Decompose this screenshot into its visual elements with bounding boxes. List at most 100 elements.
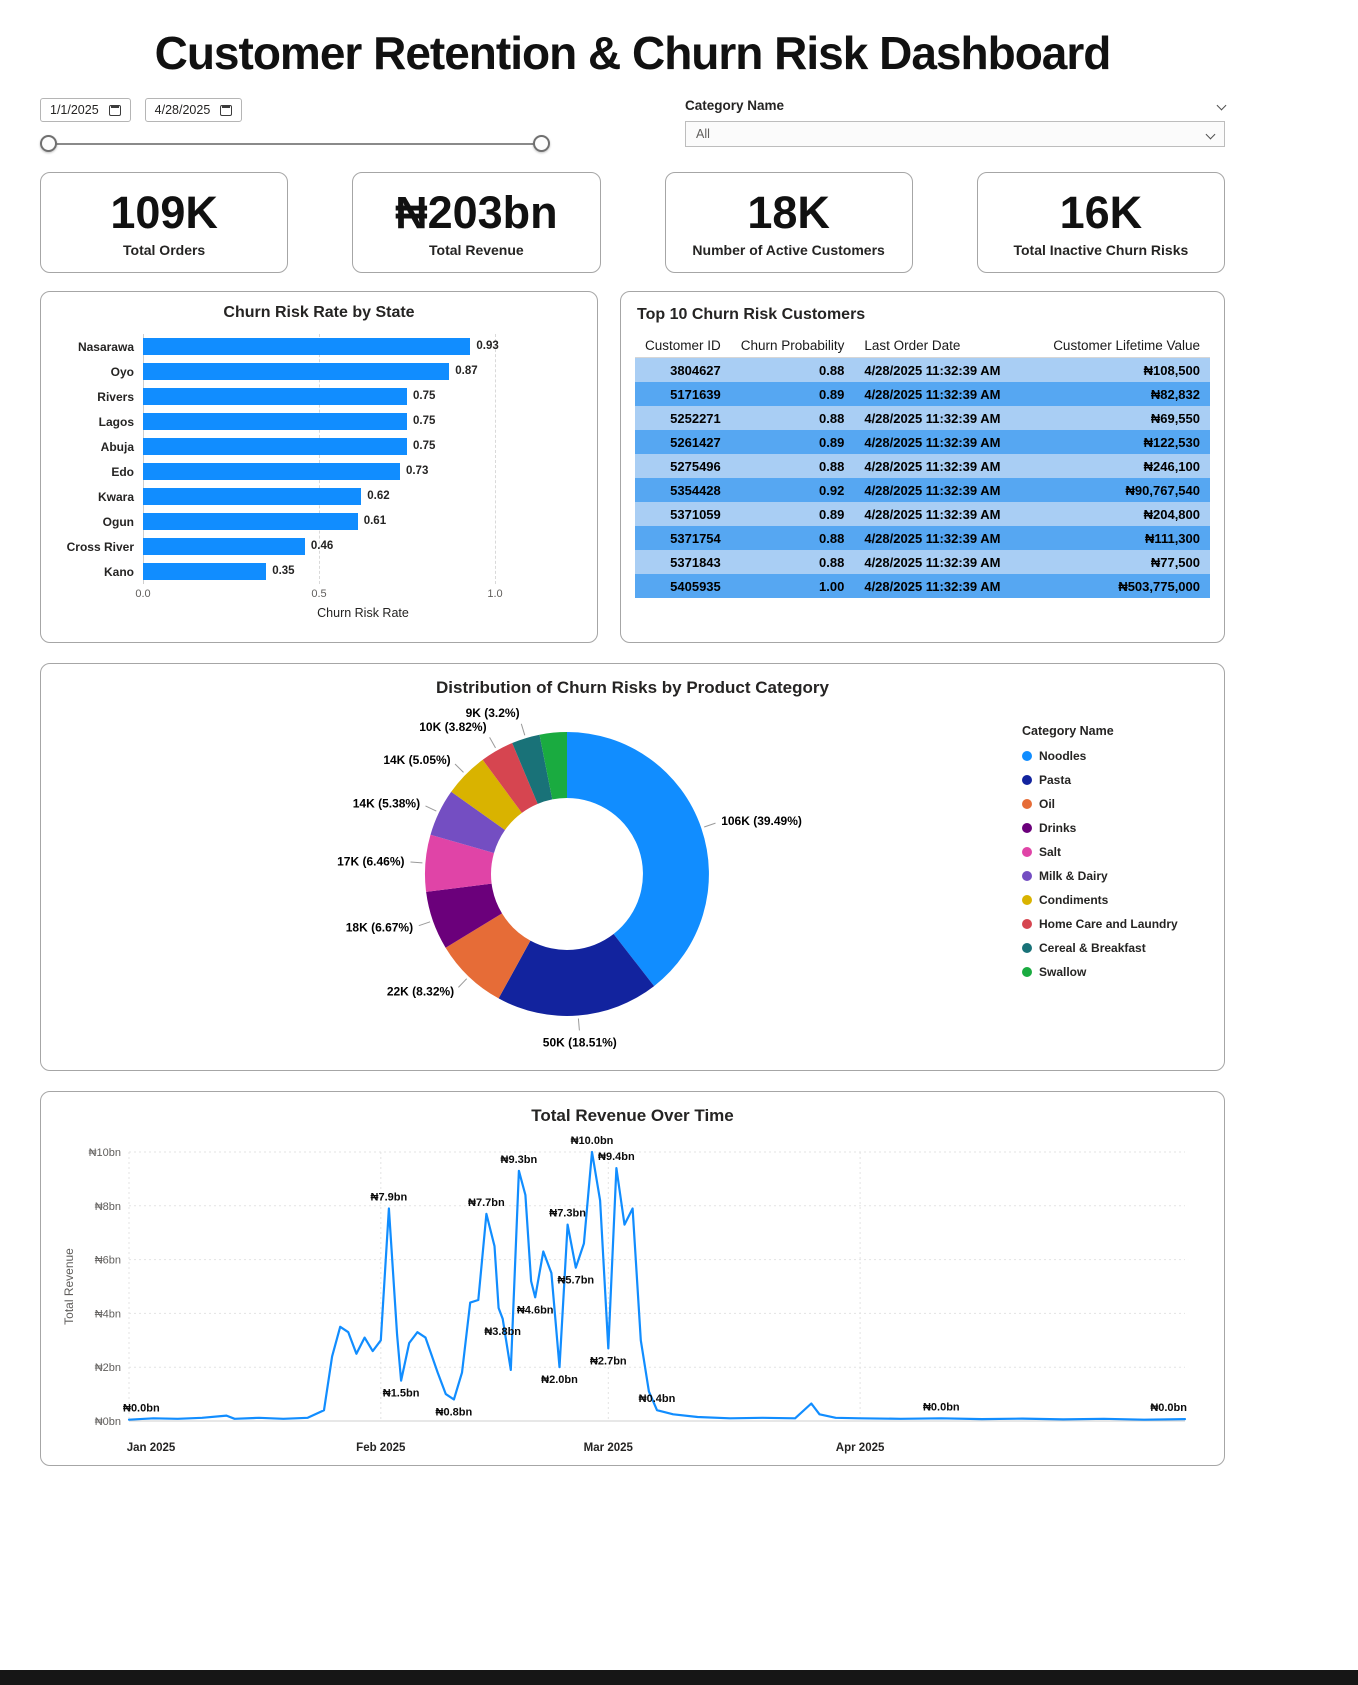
y-axis-tick-label: ₦6bn xyxy=(95,1255,121,1267)
table-cell: 0.92 xyxy=(819,482,845,498)
end-date-input[interactable]: 4/28/2025 xyxy=(144,98,243,122)
table-row[interactable]: 5371059 0.89 4/28/2025 11:32:39 AM ₦204,800 xyxy=(635,502,1210,527)
bar-value-label: 0.35 xyxy=(272,565,295,578)
table-header-churn-probability[interactable]: Churn Probability xyxy=(730,334,855,359)
line-chart-title: Total Revenue Over Time xyxy=(531,1106,734,1126)
donut-legend: Category Name Noodles Pasta Oil Drinks Salt M… xyxy=(1022,724,1202,984)
legend-item-oil[interactable]: Oil xyxy=(1022,792,1202,816)
legend-item-milk-dairy[interactable]: Milk & Dairy xyxy=(1022,864,1202,888)
table-row[interactable]: 5371754 0.88 4/28/2025 11:32:39 AM ₦111,300 xyxy=(635,526,1210,551)
legend-item-drinks[interactable]: Drinks xyxy=(1022,816,1202,840)
bar-category-label: Cross River xyxy=(66,539,134,554)
legend-item-noodles[interactable]: Noodles xyxy=(1022,744,1202,768)
donut-slice-salt[interactable] xyxy=(424,835,494,893)
table-row[interactable]: 5261427 0.89 4/28/2025 11:32:39 AM ₦122,530 xyxy=(635,430,1210,455)
revenue-line[interactable] xyxy=(127,1151,1187,1422)
table-row[interactable]: 5171639 0.89 4/28/2025 11:32:39 AM ₦82,832 xyxy=(635,382,1210,407)
kpi-card-active-customers: 18K Number of Active Customers xyxy=(664,172,913,274)
table-header-row: Customer ID Churn Probability Last Order D… xyxy=(635,334,1210,359)
table-row[interactable]: 5252271 0.88 4/28/2025 11:32:39 AM ₦69,550 xyxy=(635,406,1210,431)
table-title: Top 10 Churn Risk Customers xyxy=(637,306,866,324)
chevron-down-icon xyxy=(1205,129,1216,139)
donut-label-line xyxy=(520,723,526,736)
bar-category-label: Ogun xyxy=(102,514,134,529)
table-row[interactable]: 3804627 0.88 4/28/2025 11:32:39 AM ₦108,500 xyxy=(635,357,1210,383)
legend-swatch xyxy=(1022,895,1032,906)
calendar-icon[interactable] xyxy=(220,104,233,116)
kpi-label: Total Revenue xyxy=(429,242,524,259)
kpi-value: 16K xyxy=(1059,187,1143,238)
table-row[interactable]: 5275496 0.88 4/28/2025 11:32:39 AM ₦246,100 xyxy=(635,454,1210,479)
category-selected-value: All xyxy=(696,127,710,141)
category-dropdown[interactable]: All xyxy=(685,121,1225,147)
donut-slice-drinks[interactable] xyxy=(426,883,502,948)
table-cell: 5275496 xyxy=(670,458,721,474)
bar-nasarawa[interactable] xyxy=(143,338,471,356)
line-annotation-label: ₦4.6bn xyxy=(517,1305,554,1317)
bar-edo[interactable] xyxy=(143,463,400,481)
table-cell: 0.89 xyxy=(819,434,845,450)
bar-abuja[interactable] xyxy=(143,438,407,456)
donut-slice-oil[interactable] xyxy=(445,913,531,999)
donut-slice-milk-dairy[interactable] xyxy=(430,792,506,854)
table-cell: 4/28/2025 11:32:39 AM xyxy=(864,530,1001,546)
donut-slice-noodles[interactable] xyxy=(567,732,709,987)
donut-slice-home-care-and-laundry[interactable] xyxy=(482,743,538,814)
table-cell: 0.88 xyxy=(819,362,845,378)
table-cell: 5371754 xyxy=(670,530,721,546)
date-range-slider[interactable] xyxy=(40,134,550,154)
table-cell: ₦108,500 xyxy=(1143,362,1200,378)
slider-track[interactable] xyxy=(48,143,542,145)
slider-handle-start[interactable] xyxy=(40,135,57,152)
slider-handle-end[interactable] xyxy=(533,135,550,152)
donut-data-label: 17K (6.46%) xyxy=(337,855,404,869)
table-row[interactable]: 5354428 0.92 4/28/2025 11:32:39 AM ₦90,767,… xyxy=(635,478,1210,503)
bar-value-label: 0.62 xyxy=(367,490,390,503)
legend-item-cereal-breakfast[interactable]: Cereal & Breakfast xyxy=(1022,936,1202,960)
legend-label: Oil xyxy=(1039,797,1056,812)
donut-slice-cereal-breakfast[interactable] xyxy=(512,734,553,805)
legend-item-swallow[interactable]: Swallow xyxy=(1022,960,1202,984)
legend-label: Salt xyxy=(1039,845,1062,860)
donut-data-label: 106K (39.49%) xyxy=(721,814,802,828)
legend-swatch xyxy=(1022,799,1032,810)
table-header: Customer ID Churn Probability Last Order D… xyxy=(635,334,1210,359)
table-header-customer-lifetime-value[interactable]: Customer Lifetime Value xyxy=(1033,334,1210,359)
bar-kano[interactable] xyxy=(143,563,267,581)
legend-swatch xyxy=(1022,871,1032,882)
chevron-down-icon[interactable] xyxy=(1216,100,1227,111)
table-header-customer-id[interactable]: Customer ID xyxy=(635,334,731,359)
bar-ogun[interactable] xyxy=(143,513,358,531)
bar-oyo[interactable] xyxy=(143,363,450,381)
donut-label-line xyxy=(410,861,423,864)
legend-swatch xyxy=(1022,751,1032,762)
x-axis-tick-label: 0.0 xyxy=(135,588,151,601)
table-row[interactable]: 5371843 0.88 4/28/2025 11:32:39 AM ₦77,500 xyxy=(635,550,1210,575)
donut-chart: 106K (39.49%) 50K (18.51%) 22K (8.32%) 18K … xyxy=(337,706,802,1049)
bar-cross-river[interactable] xyxy=(143,538,305,556)
kpi-card-inactive-churn-risks: 16K Total Inactive Churn Risks xyxy=(976,172,1225,274)
legend-item-home-care-and-laundry[interactable]: Home Care and Laundry xyxy=(1022,912,1202,936)
bar-rivers[interactable] xyxy=(143,388,407,406)
x-axis-month-label: Feb 2025 xyxy=(356,1442,406,1454)
start-date-input[interactable]: 1/1/2025 xyxy=(40,98,131,122)
bar-gridline xyxy=(143,334,144,585)
donut-slice-pasta[interactable] xyxy=(498,934,655,1017)
table-cell: 5261427 xyxy=(670,434,721,450)
legend-item-salt[interactable]: Salt xyxy=(1022,840,1202,864)
bar-category-label: Kano xyxy=(104,564,134,579)
donut-label-line xyxy=(577,1018,580,1031)
donut-label-line xyxy=(418,921,431,927)
legend-item-condiments[interactable]: Condiments xyxy=(1022,888,1202,912)
legend-item-pasta[interactable]: Pasta xyxy=(1022,768,1202,792)
bar-lagos[interactable] xyxy=(143,413,407,431)
bar-value-label: 0.93 xyxy=(476,340,499,353)
table-header-last-order-date[interactable]: Last Order Date xyxy=(854,334,1034,359)
bar-kwara[interactable] xyxy=(143,488,362,506)
donut-slice-swallow[interactable] xyxy=(539,732,568,800)
kpi-value: 109K xyxy=(110,187,218,238)
table-row[interactable]: 5405935 1.00 4/28/2025 11:32:39 AM ₦503,775… xyxy=(635,574,1210,599)
calendar-icon[interactable] xyxy=(108,104,121,116)
donut-slice-condiments[interactable] xyxy=(451,760,522,831)
